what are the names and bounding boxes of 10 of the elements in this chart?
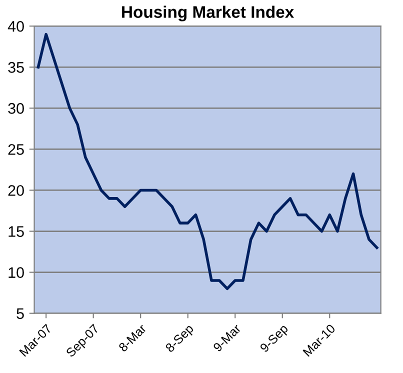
y-tick-label: 30	[8, 103, 24, 114]
y-tick-label: 40	[8, 20, 24, 32]
chart-title: Housing Market Index	[122, 6, 294, 22]
y-tick-label: 15	[8, 226, 24, 237]
y-tick-label: 10	[8, 267, 24, 278]
y-tick-label: 20	[8, 185, 24, 196]
line-series	[36, 32, 378, 290]
y-tick-label: 5	[16, 308, 24, 320]
y-tick-label: 25	[8, 144, 24, 155]
y-tick-label: 35	[8, 62, 24, 73]
